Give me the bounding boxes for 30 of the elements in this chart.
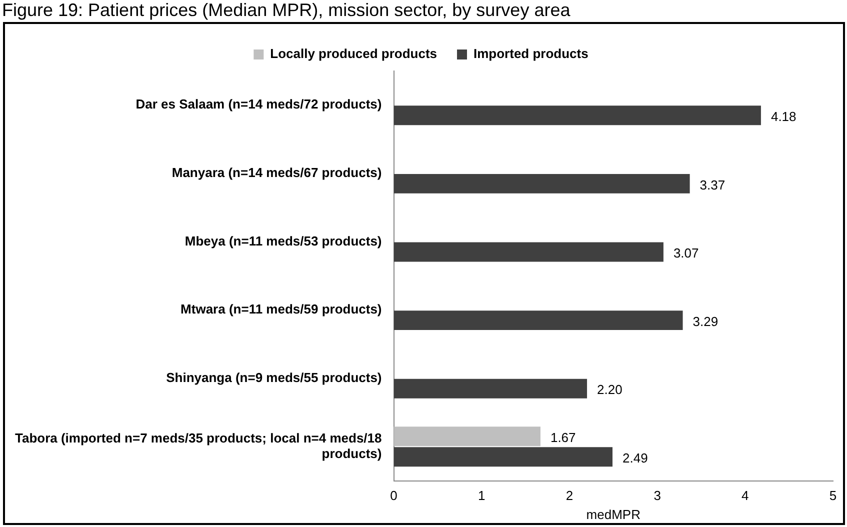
bar (394, 426, 540, 446)
bar (394, 106, 761, 126)
y-tick-label: Tabora (imported n=7 meds/35 products; local n=4 meds/18 products) (14, 430, 382, 462)
bar (394, 242, 664, 262)
bar (394, 447, 612, 467)
x-tick-label: 2 (566, 488, 574, 504)
data-label: 1.67 (550, 430, 576, 445)
data-label: 3.37 (700, 177, 726, 192)
y-tick-label: Mtwara (n=11 meds/59 products) (180, 302, 382, 317)
data-label: 3.29 (692, 314, 718, 329)
y-tick-label: Dar es Salaam (n=14 meds/72 products) (136, 96, 382, 112)
y-tick-label: Manyara (n=14 meds/67 products) (172, 165, 382, 180)
x-tick-label: 3 (654, 488, 661, 504)
legend-label: Locally produced products (270, 46, 438, 62)
x-axis-title: medMPR (586, 506, 640, 522)
x-tick-label: 0 (390, 488, 398, 504)
x-tick-label: 4 (742, 488, 749, 504)
bar (394, 378, 588, 398)
data-label: 2.49 (622, 450, 648, 466)
x-tick-label: 1 (478, 488, 486, 504)
data-label: 2.20 (597, 382, 622, 398)
bar (394, 310, 683, 330)
bar (394, 174, 690, 194)
x-tick-label: 5 (829, 488, 837, 504)
y-tick-label: Shinyanga (n=9 meds/55 products) (166, 370, 382, 385)
y-tick-label: Mbeya (n=11 meds/53 products) (184, 233, 382, 248)
data-label: 4.18 (770, 108, 796, 124)
chart-title: Figure 19: Patient prices (Median MPR), mission sector, by survey area (1, 0, 572, 22)
legend-label: Imported products (474, 46, 588, 62)
data-label: 3.07 (673, 246, 699, 261)
